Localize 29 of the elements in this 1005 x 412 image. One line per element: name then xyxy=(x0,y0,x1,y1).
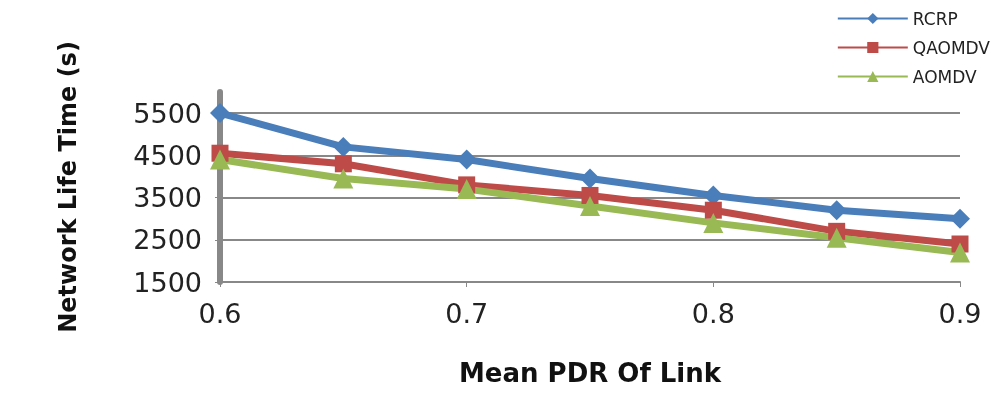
y-tick-label: 5500 xyxy=(133,97,202,129)
point xyxy=(826,200,847,221)
point xyxy=(704,201,722,219)
point xyxy=(950,242,970,263)
legend-label: AOMDV xyxy=(912,66,977,87)
x-tick-label: 0.6 xyxy=(198,298,242,329)
point xyxy=(210,103,230,124)
point xyxy=(210,149,230,170)
y-tick-label: 3500 xyxy=(133,182,202,214)
legend-label: RCRP xyxy=(912,8,958,29)
point xyxy=(826,227,847,248)
x-tick-label: 0.9 xyxy=(938,298,982,329)
point xyxy=(456,179,477,200)
point xyxy=(334,155,352,173)
x-tick-label: 0.7 xyxy=(445,298,489,329)
point xyxy=(580,168,600,189)
legend-label: QAOMDV xyxy=(912,37,991,58)
x-axis-title: Mean PDR Of Link xyxy=(458,358,722,388)
point xyxy=(703,212,724,233)
y-tick-label: 1500 xyxy=(133,266,202,298)
y-tick-label: 2500 xyxy=(133,224,202,256)
point xyxy=(580,196,600,216)
y-tick-label: 4500 xyxy=(133,139,202,171)
y-axis-title: Network Life Time (s) xyxy=(54,41,82,333)
point xyxy=(950,208,970,229)
point xyxy=(333,168,354,189)
point xyxy=(333,136,354,157)
x-tick-label: 0.8 xyxy=(691,298,735,329)
point xyxy=(456,149,477,170)
